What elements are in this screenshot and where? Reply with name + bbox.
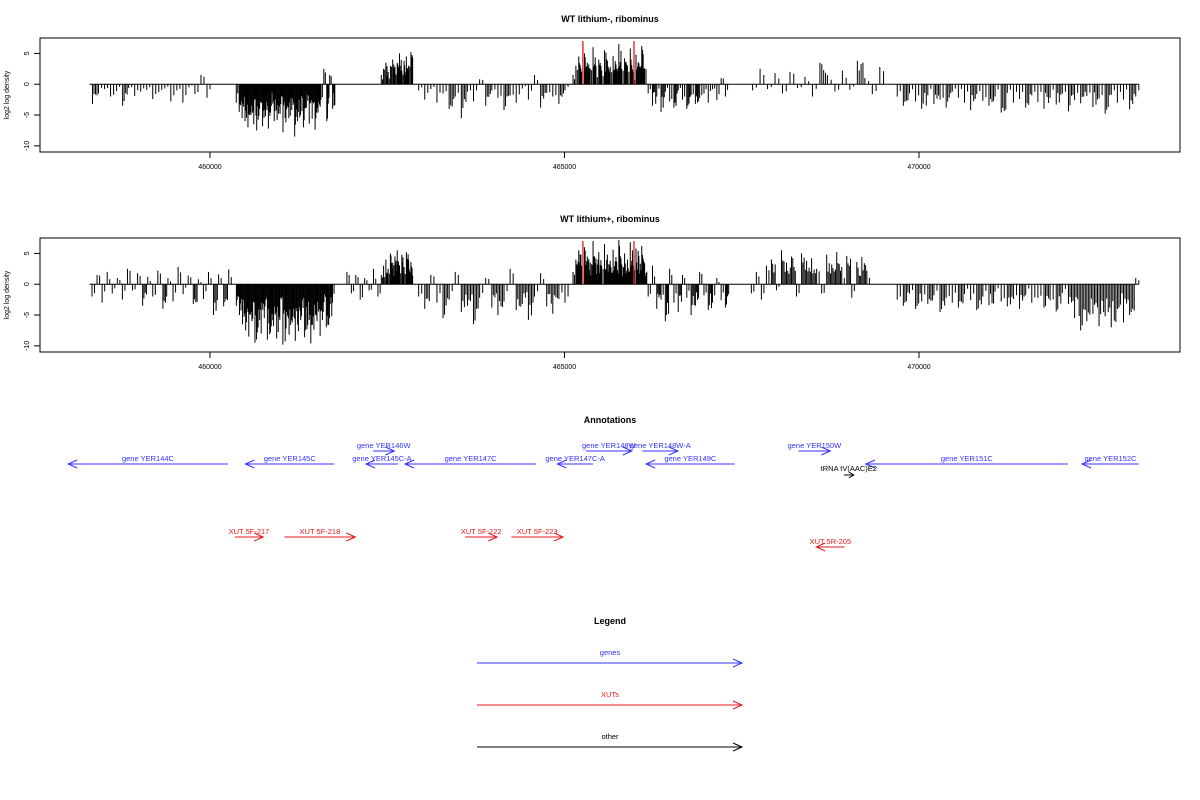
legend-title: Legend [594, 616, 626, 626]
xut-arrow-head [253, 532, 265, 542]
gene-arrow-head [622, 446, 634, 456]
annotations-panel: Annotations gene YER144C gene YER145C gene … [66, 415, 1139, 552]
gene-label: gene YER146W [357, 441, 412, 450]
y-tick-label: -10 [24, 341, 31, 351]
gene-label: gene YER148W-A [630, 441, 691, 450]
bar-series [91, 44, 1140, 137]
gene-arrow-head [385, 446, 396, 456]
x-tick-label: 465000 [553, 364, 576, 371]
legend-label: XUTs [601, 690, 619, 699]
other-arrow-head [848, 471, 855, 479]
gene-arrow-head [668, 446, 680, 456]
xut-feature: XUT 5F-217 [229, 527, 270, 542]
gene-label: gene YER149C [664, 454, 717, 463]
gene-label: gene YER150W [788, 441, 843, 450]
gene-arrow-head [644, 459, 656, 469]
track-panel-1: WT lithium-, ribominus log2 log density -1… [4, 14, 1181, 171]
x-tick-label: 460000 [198, 364, 221, 371]
y-tick-label: 0 [24, 82, 31, 86]
y-tick-label: -5 [24, 112, 31, 118]
gene-label: gene YER145C [264, 454, 317, 463]
annotations-title: Annotations [584, 415, 637, 425]
gene-arrow-head [364, 459, 376, 469]
gene-label: gene YER148W [582, 441, 637, 450]
gene-feature: gene YER146W [357, 441, 412, 456]
other-feature: tRNA tV(AAC)E2 [821, 464, 877, 479]
gene-feature: gene YER151C [864, 454, 1068, 469]
gene-label: gene YER152C [1084, 454, 1137, 463]
y-axis-label: log2 log density [4, 270, 11, 319]
xut-label: XUT 5F-217 [229, 527, 270, 536]
gene-arrow-head [821, 446, 832, 456]
gene-feature: gene YER147C [403, 454, 537, 469]
xut-feature: XUT 5R-205 [810, 537, 852, 552]
gene-label: gene YER144C [122, 454, 175, 463]
xut-arrow-head [487, 532, 499, 542]
gene-label: gene YER151C [941, 454, 994, 463]
x-tick-label: 470000 [907, 164, 930, 171]
gene-arrow-head [864, 459, 876, 469]
x-tick-label: 460000 [198, 164, 221, 171]
legend-item: XUTs [477, 690, 744, 710]
xut-feature: XUT 5F-222 [461, 527, 502, 542]
other-label: tRNA tV(AAC)E2 [821, 464, 877, 473]
gene-feature: gene YER145C-A [352, 454, 412, 469]
legend-item: other [477, 732, 744, 752]
legend: Legend genes XUTs other [477, 616, 744, 752]
gene-arrow-head [1080, 459, 1092, 469]
y-tick-label: 5 [24, 51, 31, 55]
bar-series [91, 239, 1140, 345]
gene-feature: gene YER152C [1080, 454, 1139, 469]
xut-label: XUT 5F-222 [461, 527, 502, 536]
xut-feature: XUT 5F-223 [511, 527, 565, 542]
legend-label: other [601, 732, 619, 741]
gene-label: gene YER147C [445, 454, 498, 463]
y-tick-label: -10 [24, 141, 31, 151]
gene-feature: gene YER148W [582, 441, 637, 456]
xut-label: XUT 5R-205 [810, 537, 852, 546]
xut-arrow-head [346, 532, 357, 542]
gene-feature: gene YER150W [788, 441, 843, 456]
legend-item: genes [477, 648, 744, 668]
gene-arrow-head [556, 459, 567, 469]
xut-arrow-head [814, 542, 826, 552]
legend-arrow-head [732, 742, 744, 752]
track-panel-2: WT lithium+, ribominus log2 log density -1… [4, 214, 1181, 371]
panel-title: WT lithium-, ribominus [561, 14, 659, 24]
gene-feature: gene YER145C [244, 454, 335, 469]
xut-label: XUT 5F-223 [517, 527, 558, 536]
plot-frame [39, 37, 1181, 153]
xut-label: XUT 5F-218 [300, 527, 341, 536]
x-tick-label: 465000 [553, 164, 576, 171]
y-axis-label: log2 log density [4, 70, 11, 119]
legend-arrow-head [732, 700, 744, 710]
legend-arrow-head [732, 658, 744, 668]
gene-label: gene YER145C-A [352, 454, 411, 463]
panel-title: WT lithium+, ribominus [560, 214, 660, 224]
y-tick-label: 0 [24, 282, 31, 286]
xut-feature: XUT 5F-218 [284, 527, 357, 542]
legend-label: genes [600, 648, 621, 657]
gene-label: gene YER147C-A [545, 454, 604, 463]
y-tick-label: 5 [24, 251, 31, 255]
gene-arrow-head [244, 459, 255, 469]
gene-arrow-head [66, 459, 78, 469]
xut-arrow-head [553, 532, 565, 542]
gene-feature: gene YER144C [66, 454, 228, 469]
gene-feature: gene YER149C [644, 454, 735, 469]
gene-feature: gene YER148W-A [630, 441, 691, 456]
gene-feature: gene YER147C-A [545, 454, 605, 469]
gene-arrow-head [403, 459, 415, 469]
x-tick-label: 470000 [907, 364, 930, 371]
y-tick-label: -5 [24, 312, 31, 318]
